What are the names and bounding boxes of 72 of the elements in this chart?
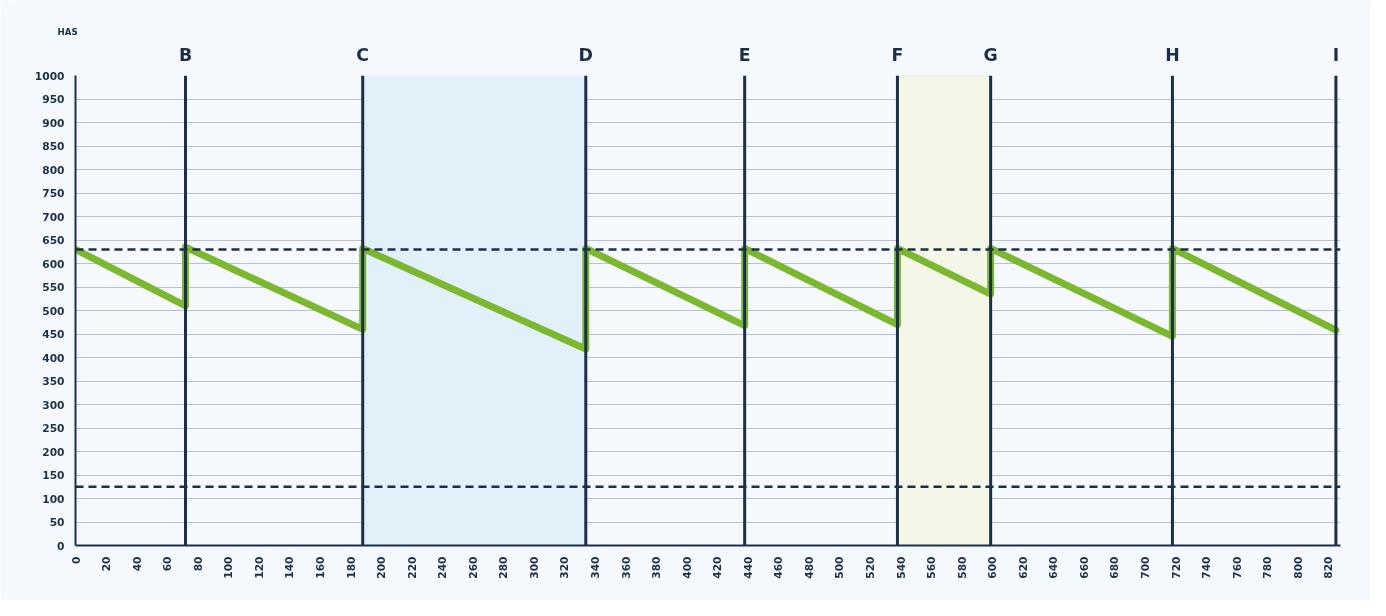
x-tick-label: 160 xyxy=(313,556,327,579)
x-tick-label: 440 xyxy=(741,556,755,579)
x-tick-label: 820 xyxy=(1322,556,1336,579)
x-tick-label: 380 xyxy=(650,556,664,579)
y-tick-label: 850 xyxy=(42,140,65,153)
y-tick-label: 350 xyxy=(42,375,65,388)
x-tick-label: 140 xyxy=(283,556,297,579)
y-tick-label: 700 xyxy=(42,210,65,224)
y-tick-label: 50 xyxy=(49,516,65,529)
y-tick-label: 0 xyxy=(57,539,65,553)
x-tick-label: 180 xyxy=(344,556,358,579)
x-tick-label: 500 xyxy=(833,556,847,579)
y-tick-label: 100 xyxy=(42,492,65,506)
y-tick-label: 400 xyxy=(42,351,65,365)
x-tick-label: 80 xyxy=(191,556,205,572)
y-tick-label: 800 xyxy=(42,163,65,177)
x-tick-label: 240 xyxy=(436,556,450,579)
x-tick-label: 460 xyxy=(772,556,786,579)
x-tick-label: 100 xyxy=(222,556,236,579)
x-tick-label: 720 xyxy=(1169,556,1183,579)
x-tick-label: 640 xyxy=(1047,556,1061,579)
x-tick-label: 400 xyxy=(680,556,694,579)
x-tick-label: 220 xyxy=(405,556,419,579)
y-tick-label: 150 xyxy=(42,469,65,482)
y-axis-title: HAS xyxy=(57,26,78,37)
x-tick-label: 200 xyxy=(375,556,389,579)
ref-line-label: H xyxy=(1165,44,1180,65)
ref-line-label: F xyxy=(891,44,904,65)
x-tick-label: 420 xyxy=(711,556,725,579)
ref-line-label: B xyxy=(178,44,193,65)
x-tick-label: 120 xyxy=(252,556,266,579)
ref-line-label: I xyxy=(1332,44,1340,65)
y-tick-label: 200 xyxy=(42,445,65,459)
x-tick-label: 280 xyxy=(497,556,511,579)
x-tick-label: 660 xyxy=(1077,556,1091,579)
x-tick-label: 760 xyxy=(1230,556,1244,579)
x-tick-label: 20 xyxy=(100,556,114,572)
x-tick-label: 580 xyxy=(955,556,969,579)
x-tick-label: 360 xyxy=(619,556,633,579)
ref-line-label: D xyxy=(578,44,593,65)
x-tick-label: 260 xyxy=(466,556,480,579)
x-tick-label: 740 xyxy=(1200,556,1214,579)
x-tick-label: 60 xyxy=(161,556,175,572)
y-tick-label: 650 xyxy=(42,234,65,247)
y-tick-label: 950 xyxy=(42,93,65,106)
y-tick-label: 250 xyxy=(42,422,65,435)
x-tick-label: 620 xyxy=(1016,556,1030,579)
x-tick-label: 680 xyxy=(1108,556,1122,579)
y-tick-label: 600 xyxy=(42,257,65,271)
x-tick-label: 780 xyxy=(1261,556,1275,579)
ref-line-label: G xyxy=(983,44,998,65)
y-tick-label: 750 xyxy=(42,187,65,200)
x-tick-label: 700 xyxy=(1138,556,1152,579)
y-tick-label: 550 xyxy=(42,281,65,294)
x-tick-label: 320 xyxy=(558,556,572,579)
x-tick-label: 800 xyxy=(1291,556,1305,579)
x-tick-label: 540 xyxy=(894,556,908,579)
x-tick-label: 480 xyxy=(802,556,816,579)
x-tick-label: 340 xyxy=(588,556,602,579)
x-tick-label: 0 xyxy=(69,556,83,564)
x-tick-label: 600 xyxy=(986,556,1000,579)
x-tick-label: 520 xyxy=(863,556,877,579)
ref-line-label: C xyxy=(356,44,370,65)
y-tick-label: 1000 xyxy=(34,69,65,83)
y-tick-label: 900 xyxy=(42,116,65,130)
y-tick-label: 450 xyxy=(42,328,65,341)
x-tick-label: 560 xyxy=(925,556,939,579)
y-tick-label: 300 xyxy=(42,398,65,412)
ref-line-label: E xyxy=(738,44,751,65)
y-tick-label: 500 xyxy=(42,304,65,318)
x-tick-label: 300 xyxy=(527,556,541,579)
x-tick-label: 40 xyxy=(130,556,144,572)
